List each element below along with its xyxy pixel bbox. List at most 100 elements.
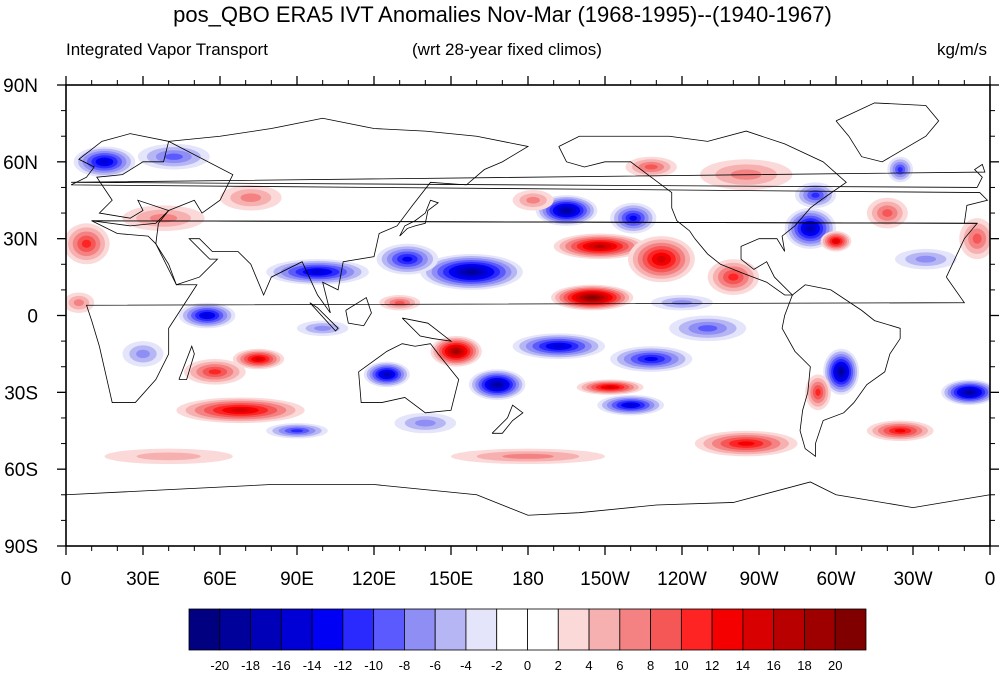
y-tick-label: 30S [4,383,38,404]
colorbar-label: 16 [766,658,780,673]
anomaly-contour [136,452,201,461]
colorbar-label: 6 [616,658,623,673]
y-tick-label: 0 [27,307,38,328]
colorbar-box [680,608,713,651]
anomaly-contour [81,239,92,248]
anomaly-contour [314,325,332,331]
colorbar-box [773,608,805,651]
y-tick-label: 60N [3,153,38,174]
coastline [835,102,940,163]
colorbar-label: -2 [491,658,503,673]
anomaly-contour [833,239,839,243]
colorbar-label: -16 [272,658,291,673]
coastline [491,404,524,434]
colorbar-box [188,608,221,651]
anomaly-contour [552,344,566,349]
anomaly-contour [494,382,501,387]
y-tick-label: 90S [4,537,38,558]
colorbar-box [619,608,651,651]
colorbar-label: 0 [524,658,531,673]
colorbar-label: 20 [828,658,842,673]
anomaly-contour [100,159,109,165]
colorbar-label: -10 [364,658,383,673]
x-tick-label: 60W [816,569,855,590]
coastline [65,481,991,516]
x-tick-label: 60E [203,569,237,590]
y-tick-label: 90N [3,76,38,97]
anomaly-contour [644,164,658,170]
colorbar-box [434,608,467,651]
anomaly-contour [698,325,718,332]
colorbar-label: 18 [797,658,811,673]
coastline [781,284,901,458]
colorbar-label: 2 [555,658,562,673]
colorbar-label: -20 [210,658,229,673]
x-tick-label: 120E [352,569,396,590]
colorbar-label: -8 [399,658,411,673]
anomaly-contour [402,256,413,262]
anomaly-contour [915,255,937,263]
coastline [155,117,530,314]
colorbar-box [373,608,405,651]
anomaly-contour [737,441,755,446]
x-tick-label: 90E [280,569,314,590]
anomaly-contour [465,269,478,274]
colorbar-box [557,608,590,651]
units-label: kg/m/s [936,40,987,59]
anomaly-contour [149,213,178,223]
anomaly-contour [231,408,250,413]
colorbar-box [804,608,836,651]
anomaly-contour [203,313,212,318]
coastline [345,296,372,327]
y-tick-label: 60S [4,460,38,481]
colorbar-label: -6 [429,658,441,673]
anomaly-contour [807,225,814,231]
colorbar-box [834,608,867,651]
anomaly-contour [208,369,222,375]
anomaly-contour [656,255,667,263]
anomaly-contour [671,300,693,306]
coastline [401,317,453,342]
x-tick-label: 90W [739,569,778,590]
anomaly-contour [629,215,638,221]
anomaly-contour [164,153,183,160]
anomaly-contour [502,453,554,459]
colorbar-box [527,608,559,651]
chart-subtitle-center: (wrt 28-year fixed climos) [412,40,602,59]
anomaly-contour [815,388,821,396]
colorbar-label: -12 [333,658,352,673]
y-tick-label: 30N [3,230,38,251]
anomaly-contour [972,233,982,244]
x-tick-label: 120W [657,569,707,590]
anomaly-contour [526,196,540,204]
colorbar-label: 4 [585,658,592,673]
colorbar-box [342,608,375,651]
anomaly-contour [966,390,973,394]
anomaly-contour [625,403,636,407]
coastline [309,302,339,332]
anomaly-contour [453,349,459,354]
anomaly-contour [394,300,405,305]
colorbar-label: 8 [647,658,654,673]
anomaly-contour [588,296,597,299]
anomaly-contour [240,193,262,202]
colorbar-box [219,608,251,651]
colorbar-label: 12 [705,658,719,673]
x-tick-label: 30E [126,569,160,590]
anomaly-contour [310,270,325,274]
anomaly-contour [894,429,906,433]
colorbar-box [650,608,682,651]
anomaly-contour [605,386,615,389]
coastline [178,345,195,380]
anomaly-contour [644,356,659,362]
colorbar-label: 10 [674,658,688,673]
x-tick-label: 150W [580,569,630,590]
coastline [71,163,986,188]
x-tick-label: 180 [512,569,544,590]
colorbar-box [250,608,282,651]
x-tick-label: 0 [985,569,996,590]
colorbar-label: -4 [460,658,472,673]
anomaly-field [66,143,990,465]
x-tick-label: 0 [61,569,72,590]
